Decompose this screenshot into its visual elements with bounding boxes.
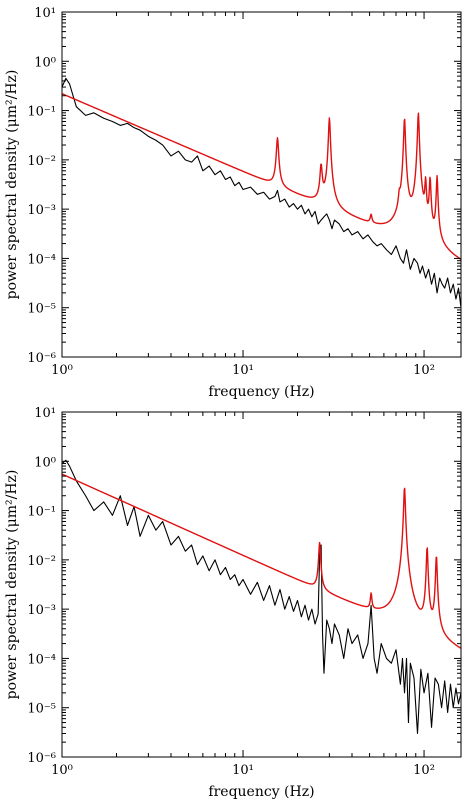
y-tick-label: 10⁻¹ [27,105,56,120]
fit-curve-line [62,93,461,260]
y-tick-label: 10⁻³ [27,203,56,218]
x-axis-label: frequency (Hz) [208,384,314,400]
x-tick-label: 10⁰ [51,363,73,378]
x-axis-label: frequency (Hz) [208,784,314,800]
x-tick-label: 10² [413,363,435,378]
y-tick-label: 10⁻¹ [27,505,56,520]
y-tick-label: 10⁻³ [27,603,56,618]
y-tick-label: 10⁻⁴ [27,652,56,667]
y-tick-label: 10⁻⁵ [27,302,56,317]
plot-frame [61,411,462,758]
x-tick-label: 10² [413,763,435,778]
x-tick-label: 10⁰ [51,763,73,778]
y-tick-label: 10⁰ [34,455,56,470]
y-tick-label: 10⁻⁶ [27,751,56,766]
y-axis-label: power spectral density (μm²/Hz) [4,470,20,700]
y-axis-label: power spectral density (μm²/Hz) [4,70,20,300]
y-tick-label: 10⁻⁵ [27,702,56,717]
y-tick-label: 10⁰ [34,55,56,70]
y-tick-label: 10⁻² [27,154,56,169]
chart-panel-1: 10⁰ 10¹ 10² 10⁻⁶ 10⁻⁵ 10⁻⁴ 10⁻³ 10⁻² 10⁻¹ 10⁰ 10¹ f… [4,6,462,400]
y-tick-label: 10⁻² [27,554,56,569]
y-tick-label: 10¹ [34,406,56,421]
y-tick-label: 10⁻⁶ [27,351,56,366]
plot-frame [61,11,462,358]
psd-data-line [62,459,461,735]
y-tick-label: 10¹ [34,6,56,21]
psd-data-line [62,77,461,308]
x-tick-label: 10¹ [232,763,254,778]
x-tick-label: 10¹ [232,363,254,378]
fit-curve-line [62,473,461,649]
chart-panel-2: 10⁰ 10¹ 10² 10⁻⁶ 10⁻⁵ 10⁻⁴ 10⁻³ 10⁻² 10⁻¹ 10⁰ 10¹ f… [4,406,462,800]
y-tick-label: 10⁻⁴ [27,252,56,267]
